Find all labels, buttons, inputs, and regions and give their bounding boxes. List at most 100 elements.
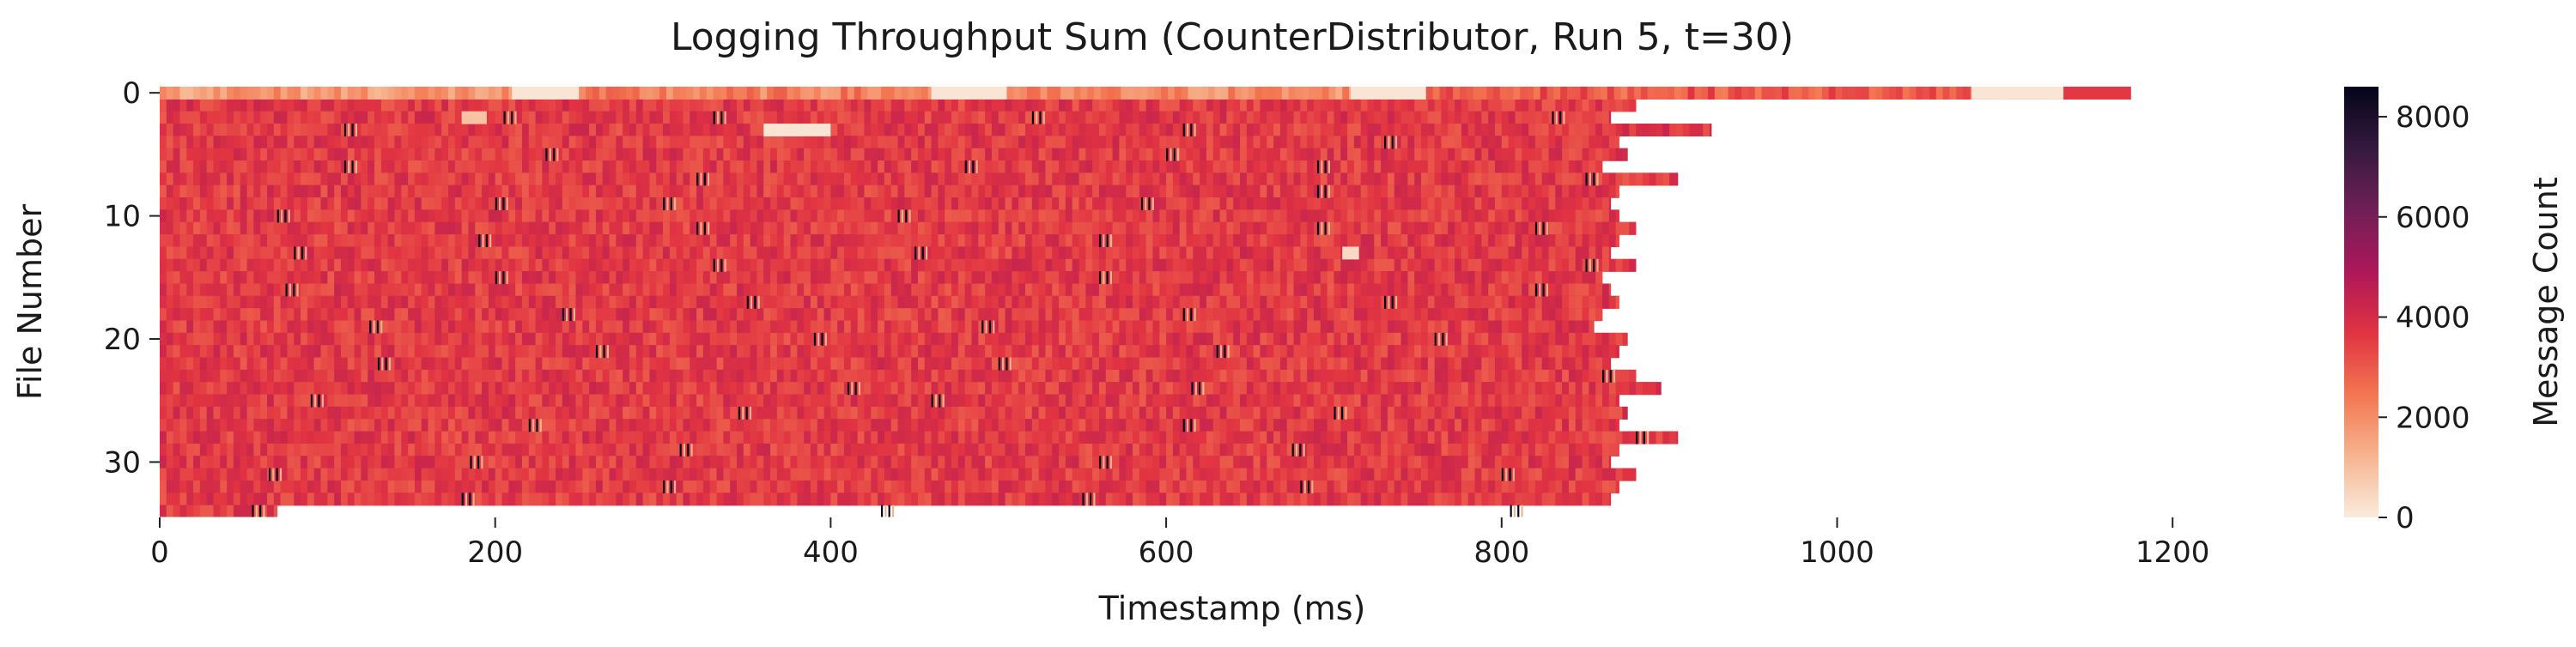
heatmap-cell — [1562, 99, 1570, 112]
heatmap-cell — [1434, 295, 1442, 309]
heatmap-cell — [857, 99, 865, 112]
heatmap-cell — [1246, 136, 1255, 149]
heatmap-cell — [1414, 258, 1422, 272]
heatmap-cell — [301, 209, 308, 223]
heatmap-cell — [1394, 320, 1401, 334]
heatmap-cell — [837, 283, 845, 297]
heatmap-cell — [1494, 295, 1503, 309]
heatmap-cell — [461, 136, 469, 149]
heatmap-cell — [850, 234, 859, 248]
heatmap-cell — [1434, 246, 1442, 260]
heatmap-cell — [535, 172, 543, 186]
heatmap-cell — [709, 197, 717, 211]
heatmap-cell — [1260, 320, 1267, 334]
heatmap-cell — [1394, 148, 1401, 161]
heatmap-cell — [1448, 271, 1455, 285]
heatmap-cell — [434, 99, 442, 112]
heatmap-cell — [246, 184, 254, 198]
heatmap-cell — [804, 332, 811, 346]
heatmap-cell — [589, 209, 597, 223]
heatmap-cell — [998, 197, 1005, 211]
heatmap-cell — [441, 258, 449, 272]
heatmap-cell — [957, 271, 966, 285]
heatmap-cell — [260, 271, 268, 285]
heatmap-cell — [1273, 295, 1281, 309]
heatmap-cell — [535, 209, 543, 223]
heatmap-cell — [1455, 221, 1462, 235]
heatmap-cell — [173, 221, 180, 235]
heatmap-cell — [582, 221, 590, 235]
heatmap-cell — [1488, 332, 1496, 346]
heatmap-cell — [1300, 332, 1308, 346]
heatmap-cell — [776, 345, 785, 359]
heatmap-cell — [267, 357, 275, 371]
heatmap-cell — [623, 148, 630, 161]
heatmap-cell — [1206, 271, 1214, 285]
heatmap-cell — [1307, 283, 1315, 297]
heatmap-cell — [743, 172, 751, 186]
heatmap-cell — [1481, 124, 1489, 136]
heatmap-cell — [656, 246, 664, 260]
heatmap-cell — [1031, 184, 1040, 198]
heatmap-cell — [971, 160, 979, 173]
heatmap-cell — [556, 160, 563, 173]
heatmap-cell — [1407, 295, 1415, 309]
heatmap-cell — [287, 357, 295, 371]
heatmap-cell — [1179, 345, 1187, 359]
heatmap-cell — [1133, 99, 1140, 112]
heatmap-cell — [488, 271, 496, 285]
heatmap-cell — [193, 283, 201, 297]
heatmap-cell — [428, 184, 435, 198]
heatmap-cell — [501, 234, 509, 248]
heatmap-cell — [864, 136, 872, 149]
heatmap-cell — [951, 271, 959, 285]
heatmap-cell — [1534, 160, 1543, 173]
heatmap-cell — [1448, 148, 1455, 161]
heatmap-cell — [220, 160, 228, 173]
heatmap-cell — [428, 124, 435, 136]
heatmap-cell — [1400, 283, 1408, 297]
heatmap-cell — [220, 197, 228, 211]
heatmap-cell — [1212, 283, 1221, 297]
heatmap-cell — [199, 197, 208, 211]
heatmap-cell — [602, 111, 610, 124]
heatmap-cell — [1253, 221, 1261, 235]
heatmap-cell — [951, 308, 959, 322]
heatmap-cell — [1253, 283, 1261, 297]
heatmap-cell — [1434, 197, 1442, 211]
heatmap-cell — [1226, 258, 1234, 272]
heatmap-cell — [743, 332, 751, 346]
heatmap-cell — [454, 320, 463, 334]
heatmap-cell — [521, 246, 530, 260]
heatmap-cell — [589, 320, 597, 334]
heatmap-cell — [1233, 320, 1241, 334]
heatmap-cell — [414, 258, 422, 272]
heatmap-cell — [1669, 124, 1677, 136]
heatmap-cell — [1374, 172, 1382, 186]
heatmap-cell — [240, 209, 247, 223]
heatmap-cell — [1025, 221, 1033, 235]
heatmap-cell — [1347, 124, 1355, 136]
heatmap-cell — [1662, 124, 1670, 136]
heatmap-cell — [629, 320, 637, 334]
heatmap-cell — [1293, 332, 1301, 346]
heatmap-cell — [240, 184, 247, 198]
heatmap-cell — [783, 332, 791, 346]
heatmap-cell — [945, 246, 952, 260]
heatmap-cell — [368, 172, 375, 186]
heatmap-cell — [1353, 295, 1362, 309]
heatmap-cell — [1555, 271, 1563, 285]
heatmap-cell — [347, 172, 355, 186]
heatmap-cell — [320, 332, 328, 346]
heatmap-cell — [1562, 160, 1570, 173]
heatmap-cell — [850, 160, 859, 173]
heatmap-cell — [1608, 124, 1617, 136]
heatmap-cell — [1105, 124, 1113, 136]
heatmap-cell — [246, 221, 254, 235]
heatmap-cell — [897, 197, 905, 211]
heatmap-cell — [1387, 308, 1395, 322]
heatmap-cell — [387, 148, 395, 161]
heatmap-cell — [501, 357, 509, 371]
heatmap-cell — [327, 258, 335, 272]
heatmap-cell — [810, 136, 818, 149]
